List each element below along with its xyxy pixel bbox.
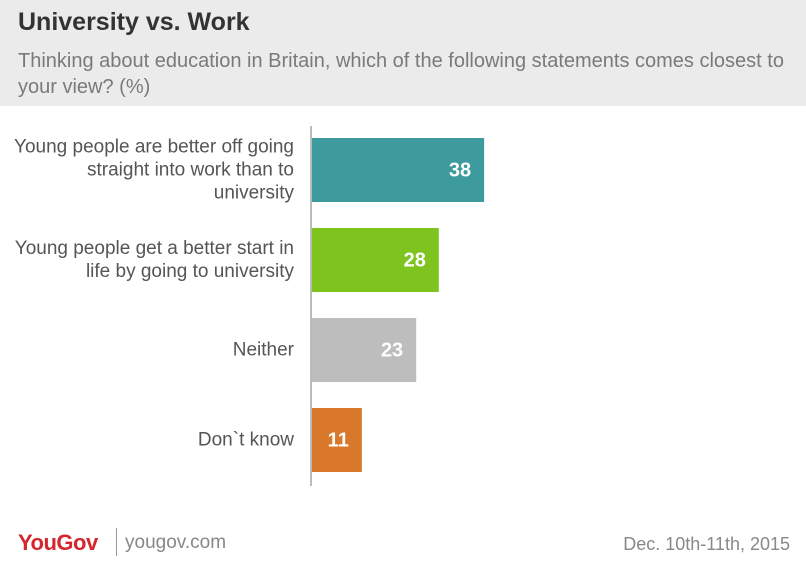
value-label: 28 [404,249,426,271]
value-label: 11 [328,429,349,451]
logo: YouGov [18,530,98,555]
bar [312,318,417,382]
value-label: 23 [381,339,403,361]
category-label: Don`t know [197,429,294,451]
bar [312,228,439,292]
chart-title: University vs. Work [18,8,250,36]
chart-subtitle: Thinking about education in Britain, whi… [18,50,784,98]
category-label: Young people are better off going straig… [14,136,294,204]
category-label: Young people get a better start in life … [14,238,294,282]
value-label: 38 [449,159,471,181]
site-link: yougov.com [125,532,227,553]
bar [312,138,485,202]
separator [116,528,117,556]
category-label: Neither [232,339,294,361]
date: Dec. 10th-11th, 2015 [623,534,790,554]
bar [312,408,362,472]
header: University vs. Work Thinking about educa… [0,0,806,106]
